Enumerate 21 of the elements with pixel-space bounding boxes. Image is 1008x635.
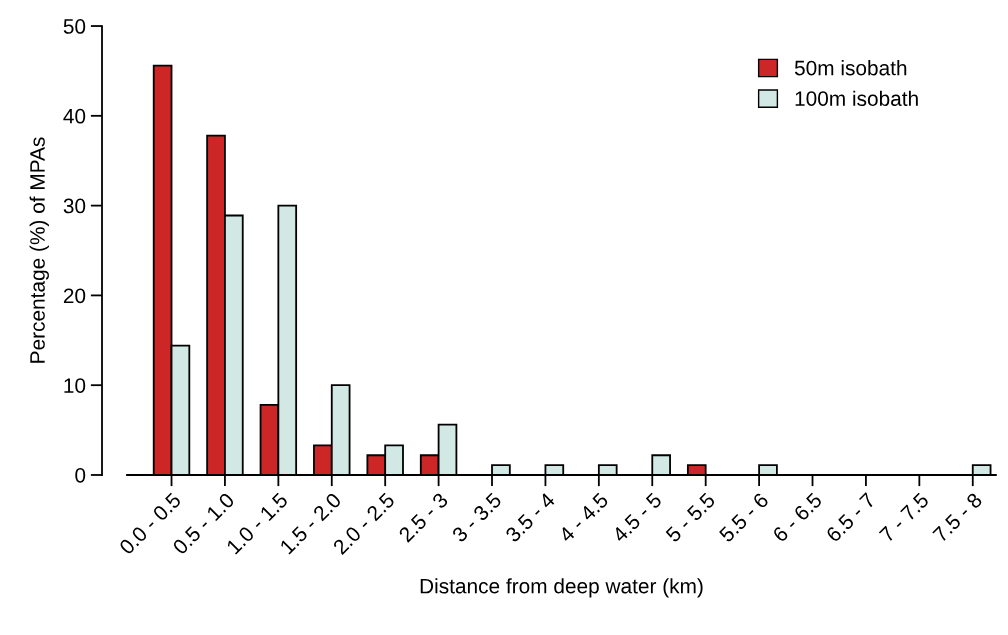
x-tick-label: 7 - 7.5 — [878, 492, 930, 543]
y-tick-label: 10 — [64, 378, 86, 393]
y-tick-label: 30 — [63, 198, 86, 214]
x-tick-label: 6 - 6.5 — [771, 491, 823, 543]
x-tick-label: 4 - 4.5 — [557, 492, 610, 544]
x-tick-label: 7.5 - 8 — [932, 491, 983, 543]
legend-label: 50m isobath — [794, 60, 907, 76]
x-axis-title: Distance from deep water (km) — [420, 578, 703, 598]
x-tick-label: 3 - 3.5 — [451, 491, 503, 543]
x-tick-label: 6.5 - 7 — [825, 492, 877, 543]
legend-label: 100m isobath — [795, 90, 918, 106]
x-tick-label: 4.5 - 5 — [611, 492, 663, 544]
y-tick-label: 40 — [63, 108, 86, 124]
y-axis-title: Percentage (%) of MPAs — [29, 137, 49, 363]
x-tick-label: 5 - 5.5 — [665, 492, 716, 543]
x-tick-label: 3.5 - 4 — [504, 491, 556, 543]
x-tick-label: 2.5 - 3 — [397, 491, 449, 543]
y-tick-label: 50 — [63, 19, 86, 34]
y-tick-label: 20 — [63, 288, 86, 304]
x-tick-label: 5.5 - 6 — [718, 491, 770, 543]
y-tick-label: 0 — [75, 467, 86, 483]
